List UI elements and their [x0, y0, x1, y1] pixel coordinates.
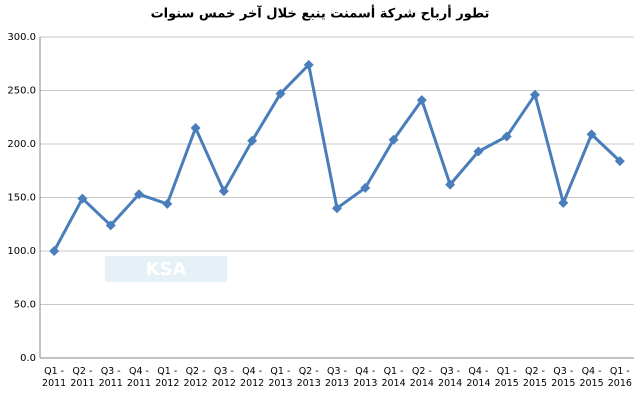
marker [134, 189, 144, 200]
marker [190, 122, 201, 133]
x-tick-label: Q1 - 2014 [381, 366, 406, 389]
y-tick-label: 200.0 [7, 139, 36, 150]
marker [501, 131, 512, 142]
x-tick-label: Q4 - 2015 [579, 366, 604, 389]
marker [388, 134, 399, 145]
x-tick-label: Q2 - 2014 [409, 366, 434, 389]
marker [530, 89, 540, 100]
x-tick-label: Q3 - 2011 [98, 366, 123, 389]
marker [303, 59, 314, 70]
x-tick-label: Q2 - 2015 [522, 366, 548, 389]
watermark: KSA [146, 259, 187, 280]
x-tick-label: Q2 - 2012 [183, 366, 208, 389]
marker [360, 182, 371, 193]
marker [416, 95, 427, 106]
x-tick-label: Q1 - 2016 [607, 366, 632, 389]
x-tick-label: Q4 - 2011 [126, 366, 152, 389]
x-tick-label: Q3 - 2014 [438, 366, 463, 389]
marker [162, 198, 173, 209]
marker [445, 179, 456, 190]
y-tick-label: 0.0 [20, 353, 36, 364]
marker [614, 156, 625, 167]
x-tick-label: Q2 - 2011 [70, 366, 95, 389]
marker [218, 186, 229, 197]
x-tick-label: Q4 - 2013 [353, 366, 378, 389]
marker [77, 193, 88, 204]
x-tick-label: Q1 - 2015 [494, 366, 519, 389]
x-tick-label: Q3 - 2012 [211, 366, 236, 389]
x-tick-label: Q1 - 2013 [268, 366, 293, 389]
y-tick-label: 50.0 [14, 300, 36, 311]
marker [247, 135, 258, 146]
y-tick-label: 100.0 [7, 246, 36, 257]
y-tick-label: 300.0 [7, 32, 36, 43]
x-tick-label: Q1 - 2012 [155, 366, 180, 389]
marker [105, 220, 116, 231]
x-tick-label: Q1 - 2011 [42, 366, 67, 389]
marker [586, 129, 597, 140]
x-tick-label: Q3 - 2013 [324, 366, 350, 389]
y-tick-label: 250.0 [7, 86, 36, 97]
marker [49, 246, 60, 256]
x-tick-label: Q4 - 2012 [240, 366, 265, 389]
x-tick-label: Q2 - 2013 [296, 366, 321, 389]
x-tick-label: Q3 - 2015 [551, 366, 576, 389]
marker [473, 146, 484, 157]
marker [332, 203, 342, 214]
watermark-box [105, 256, 227, 282]
marker [275, 88, 286, 99]
y-tick-label: 150.0 [7, 193, 36, 204]
x-tick-label: Q4 - 2014 [466, 366, 491, 389]
marker [558, 197, 569, 208]
chart-title: تطور أرباح شركة أسمنت ينبع خلال آخر خمس … [151, 5, 490, 22]
